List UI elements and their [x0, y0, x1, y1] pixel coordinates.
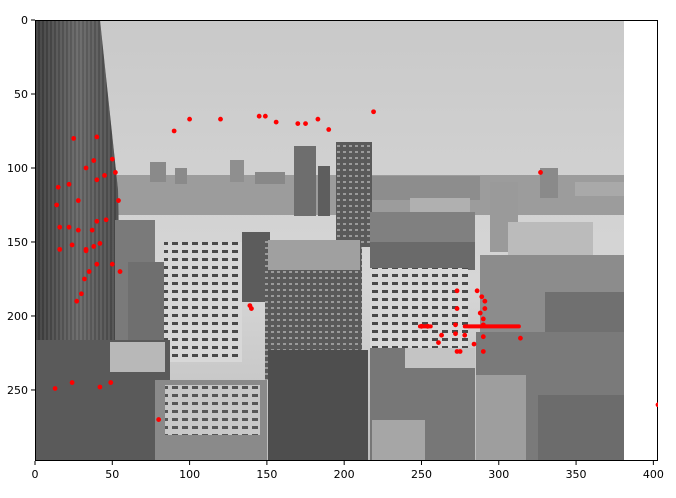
y-tick-label: 150 [7, 236, 28, 249]
data-point [419, 323, 424, 329]
data-point [94, 134, 100, 140]
data-point [454, 288, 460, 294]
x-tick-label: 300 [488, 468, 509, 481]
x-tick-label: 250 [411, 468, 432, 481]
data-point [425, 323, 431, 329]
data-point [482, 306, 488, 311]
data-point [109, 261, 115, 267]
data-point [94, 218, 100, 224]
data-point [262, 113, 268, 119]
data-point [439, 332, 444, 338]
data-point [462, 332, 468, 338]
data-point [89, 227, 95, 233]
data-point [71, 135, 77, 141]
data-point [57, 246, 63, 252]
data-point [83, 165, 89, 171]
data-point [303, 121, 308, 126]
data-point [109, 156, 115, 162]
data-point [116, 198, 121, 203]
data-point [453, 322, 458, 328]
x-tick-label: 0 [32, 468, 39, 481]
data-point [66, 181, 72, 187]
y-tick-label: 0 [21, 14, 28, 27]
axis-ticks: 0 50 100 150 200 250 300 350 400 0 50 100 150 200 250 [7, 14, 664, 481]
data-point [112, 170, 118, 175]
data-point [55, 184, 61, 190]
data-point [480, 316, 486, 322]
data-point [86, 269, 92, 274]
data-point [326, 127, 332, 132]
data-point [57, 224, 63, 230]
data-point [83, 246, 89, 252]
data-point [91, 158, 97, 163]
data-point [371, 109, 376, 115]
data-point [78, 291, 84, 297]
data-point [171, 128, 177, 134]
data-point [54, 202, 60, 208]
y-tick-label: 100 [7, 162, 28, 175]
data-point [108, 380, 114, 385]
data-point [69, 242, 75, 248]
y-tick-label: 250 [7, 384, 28, 397]
data-point [480, 334, 486, 340]
data-point [102, 172, 107, 178]
x-tick-label: 400 [643, 468, 664, 481]
data-point [82, 276, 87, 282]
data-point [454, 306, 460, 311]
data-point [457, 349, 463, 354]
data-point [94, 177, 100, 183]
data-point [218, 116, 223, 122]
data-point [477, 310, 483, 316]
data-point [74, 298, 80, 304]
data-point [75, 227, 81, 233]
data-point [52, 386, 58, 391]
data-point [75, 198, 81, 203]
data-point [66, 224, 72, 230]
data-point [315, 116, 321, 122]
y-tick-label: 200 [7, 310, 28, 323]
data-point [474, 288, 480, 294]
x-tick-label: 200 [334, 468, 355, 481]
data-point [97, 241, 103, 246]
data-point [453, 331, 458, 337]
data-point [91, 244, 97, 249]
data-point [273, 119, 279, 125]
data-point [538, 170, 543, 175]
data-point [156, 417, 162, 422]
data-point [117, 269, 123, 274]
x-tick-label: 50 [105, 468, 119, 481]
x-tick-label: 350 [566, 468, 587, 481]
data-point [480, 322, 486, 328]
data-point [518, 335, 523, 341]
data-point [97, 384, 103, 390]
data-point [187, 116, 192, 122]
data-point [480, 349, 486, 354]
data-point [69, 380, 75, 385]
data-point [295, 121, 301, 126]
y-tick-label: 50 [14, 88, 28, 101]
data-point [247, 303, 253, 309]
x-tick-label: 100 [179, 468, 200, 481]
data-point [482, 298, 488, 304]
x-tick-label: 150 [256, 468, 277, 481]
city-skyline-photo [35, 20, 624, 461]
data-point [479, 294, 485, 300]
data-point [94, 261, 100, 267]
data-point [471, 341, 477, 347]
data-point [103, 217, 109, 223]
data-points [52, 109, 658, 422]
data-point [655, 402, 658, 408]
plot-area-frame [35, 20, 658, 461]
data-point [256, 113, 262, 119]
data-point [436, 340, 441, 346]
